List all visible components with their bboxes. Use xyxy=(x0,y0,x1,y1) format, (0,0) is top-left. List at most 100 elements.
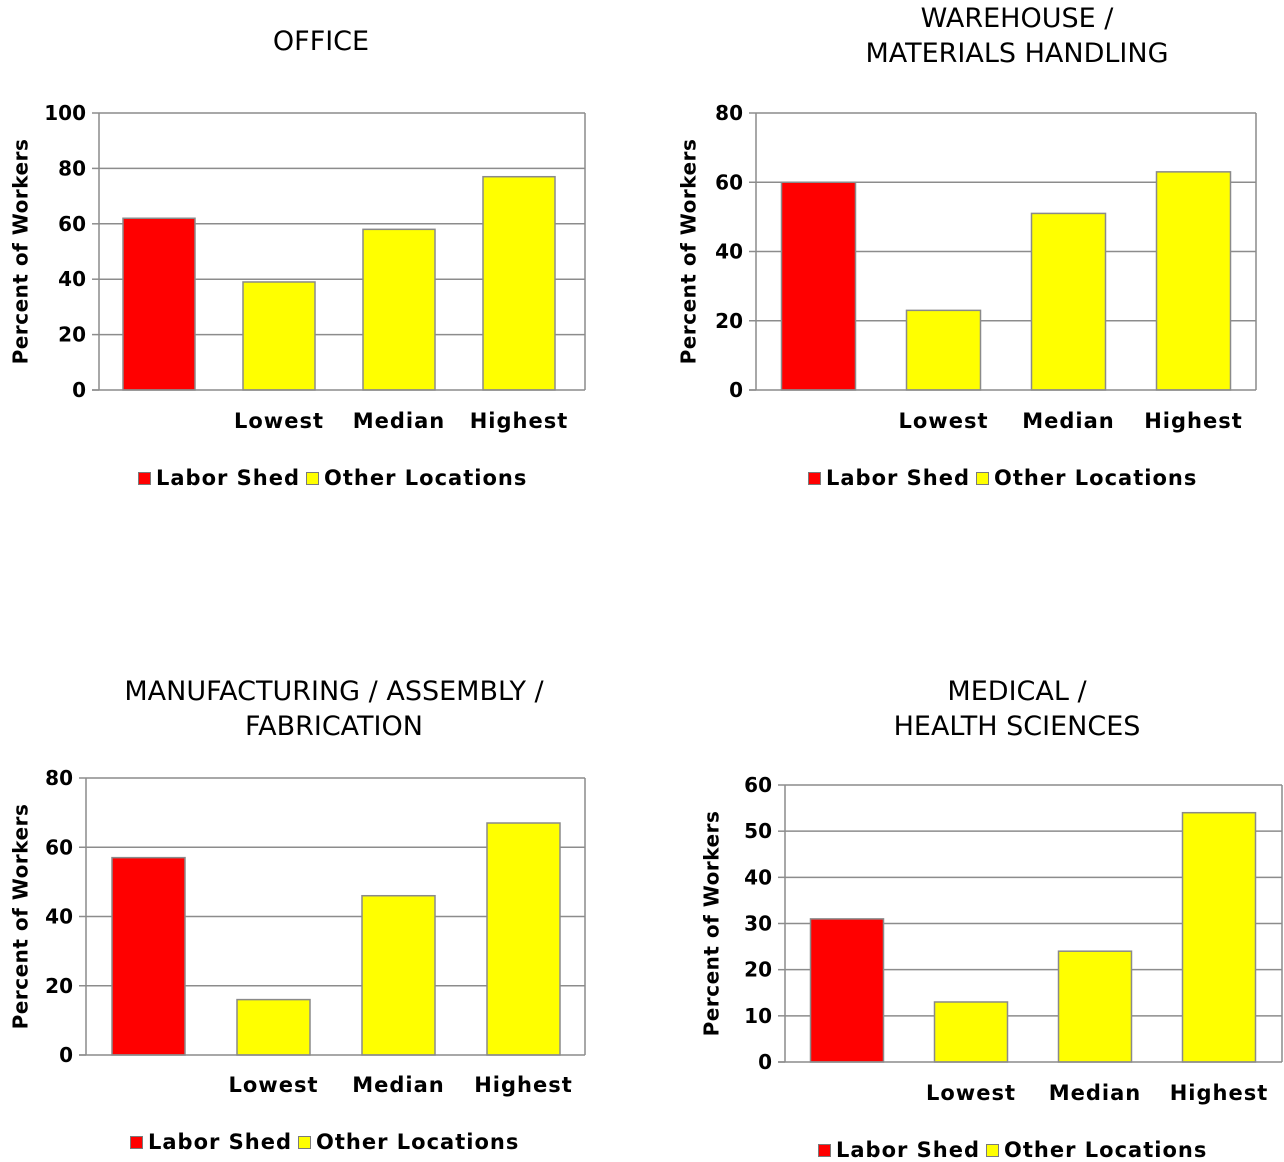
bar-lowest xyxy=(933,1001,1009,1063)
y-tick-label: 20 xyxy=(58,323,86,347)
legend-swatch-red xyxy=(130,1135,143,1149)
bar-highest xyxy=(1155,171,1232,391)
bar-labor-shed xyxy=(122,217,196,391)
y-tick-label: 0 xyxy=(729,378,743,402)
x-tick-label: Median xyxy=(1049,1081,1142,1105)
chart-panel-warehouse: WAREHOUSE / MATERIALS HANDLING 0 20 40 60 80… xyxy=(642,0,1284,580)
bar-lowest xyxy=(905,309,982,391)
legend-item-labor-shed: Labor Shed xyxy=(130,1130,292,1154)
y-tick-label: 0 xyxy=(59,1043,73,1067)
chart-title: WAREHOUSE / MATERIALS HANDLING xyxy=(642,1,1284,71)
legend-item-labor-shed: Labor Shed xyxy=(808,466,970,490)
y-tick-label: 100 xyxy=(44,101,86,125)
x-tick-label: Lowest xyxy=(234,409,324,433)
y-axis-label: Percent of Workers xyxy=(677,139,701,365)
chart-legend: Labor Shed Other Locations xyxy=(808,466,1203,490)
legend-item-other-locations: Other Locations xyxy=(306,466,527,490)
legend-label: Labor Shed xyxy=(826,466,971,490)
y-tick-label: 50 xyxy=(744,819,772,843)
legend-item-other-locations: Other Locations xyxy=(976,466,1197,490)
chart-title-line: HEALTH SCIENCES xyxy=(893,711,1141,742)
legend-label: Labor Shed xyxy=(156,466,301,490)
y-tick-label: 60 xyxy=(715,170,743,194)
bar-median xyxy=(1030,212,1107,391)
legend-label: Other Locations xyxy=(1004,1138,1208,1162)
y-tick-label: 40 xyxy=(744,865,772,889)
chart-legend: Labor Shed Other Locations xyxy=(138,466,533,490)
y-tick-label: 40 xyxy=(45,905,73,929)
chart-title: MANUFACTURING / ASSEMBLY / FABRICATION xyxy=(0,674,668,744)
legend-item-labor-shed: Labor Shed xyxy=(138,466,300,490)
legend-swatch-yellow xyxy=(986,1143,1000,1157)
legend-swatch-yellow xyxy=(976,471,990,485)
x-tick-label: Median xyxy=(1022,409,1115,433)
chart-title-line: MANUFACTURING / ASSEMBLY / xyxy=(124,676,544,707)
legend-label: Labor Shed xyxy=(836,1138,981,1162)
legend-swatch-yellow xyxy=(306,471,320,485)
bar-highest xyxy=(486,822,561,1056)
y-axis-label: Percent of Workers xyxy=(9,804,33,1030)
chart-title: OFFICE xyxy=(0,24,642,59)
y-tick-label: 60 xyxy=(744,773,772,797)
bar-median xyxy=(362,228,436,391)
y-tick-label: 10 xyxy=(744,1004,772,1028)
x-tick-label: Highest xyxy=(1170,1081,1269,1105)
bar-lowest xyxy=(242,281,316,391)
x-tick-label: Lowest xyxy=(229,1073,319,1097)
y-tick-label: 0 xyxy=(72,378,86,402)
legend-label: Labor Shed xyxy=(148,1130,293,1154)
legend-swatch-red xyxy=(818,1143,831,1157)
y-axis-label: Percent of Workers xyxy=(9,139,33,365)
y-tick-label: 40 xyxy=(715,240,743,264)
x-tick-label: Median xyxy=(352,1073,445,1097)
legend-item-other-locations: Other Locations xyxy=(298,1130,519,1154)
bar-highest xyxy=(482,175,556,391)
y-tick-label: 20 xyxy=(715,309,743,333)
legend-swatch-yellow xyxy=(298,1135,312,1149)
chart-plot: 0 20 40 60 80 Lowest Median Highest Percent of W… xyxy=(9,766,586,1097)
chart-plot: 0 20 40 60 80 Lowest Median Highest Percent of W… xyxy=(677,101,1257,433)
bar-labor-shed xyxy=(111,856,186,1056)
y-tick-label: 80 xyxy=(45,766,73,790)
x-tick-label: Highest xyxy=(474,1073,573,1097)
y-tick-label: 0 xyxy=(758,1050,772,1074)
bar-lowest xyxy=(236,998,311,1056)
chart-panel-medical: MEDICAL / HEALTH SCIENCES 0 10 20 30 40 50 60 L… xyxy=(642,580,1284,1162)
legend-label: Other Locations xyxy=(324,466,528,490)
x-tick-label: Lowest xyxy=(899,409,989,433)
chart-title-line: FABRICATION xyxy=(245,711,423,742)
y-tick-label: 40 xyxy=(58,267,86,291)
bar-median xyxy=(1057,950,1133,1063)
chart-legend: Labor Shed Other Locations xyxy=(818,1138,1213,1162)
legend-label: Other Locations xyxy=(316,1130,520,1154)
chart-title: MEDICAL / HEALTH SCIENCES xyxy=(642,674,1284,744)
x-tick-label: Median xyxy=(353,409,446,433)
legend-item-labor-shed: Labor Shed xyxy=(818,1138,980,1162)
y-tick-label: 30 xyxy=(744,912,772,936)
x-tick-label: Highest xyxy=(470,409,569,433)
chart-title-line: WAREHOUSE / xyxy=(920,3,1114,34)
x-tick-label: Lowest xyxy=(926,1081,1016,1105)
y-tick-label: 20 xyxy=(45,974,73,998)
bar-highest xyxy=(1181,811,1257,1063)
x-tick-label: Highest xyxy=(1144,409,1243,433)
bar-labor-shed xyxy=(809,918,885,1063)
chart-title-line: OFFICE xyxy=(272,26,370,57)
chart-legend: Labor Shed Other Locations xyxy=(130,1130,525,1154)
y-tick-label: 20 xyxy=(744,958,772,982)
y-axis-label: Percent of Workers xyxy=(700,811,724,1037)
chart-title-line: MATERIALS HANDLING xyxy=(865,38,1169,69)
legend-item-other-locations: Other Locations xyxy=(986,1138,1207,1162)
legend-swatch-red xyxy=(138,471,151,485)
legend-swatch-red xyxy=(808,471,821,485)
y-tick-label: 60 xyxy=(58,212,86,236)
chart-panel-office: OFFICE 0 20 40 60 80 100 Lowest Median Highest Pe… xyxy=(0,0,642,580)
chart-plot: 0 10 20 30 40 50 60 Lowest Median Highest Percent … xyxy=(700,773,1283,1105)
chart-panel-manufacturing: MANUFACTURING / ASSEMBLY / FABRICATION 0… xyxy=(0,580,642,1160)
chart-plot: 0 20 40 60 80 100 Lowest Median Highest Percent o… xyxy=(9,101,586,433)
legend-label: Other Locations xyxy=(994,466,1198,490)
bar-median xyxy=(361,894,436,1056)
chart-title-line: MEDICAL / xyxy=(947,676,1087,707)
y-tick-label: 80 xyxy=(715,101,743,125)
bar-labor-shed xyxy=(780,181,857,391)
